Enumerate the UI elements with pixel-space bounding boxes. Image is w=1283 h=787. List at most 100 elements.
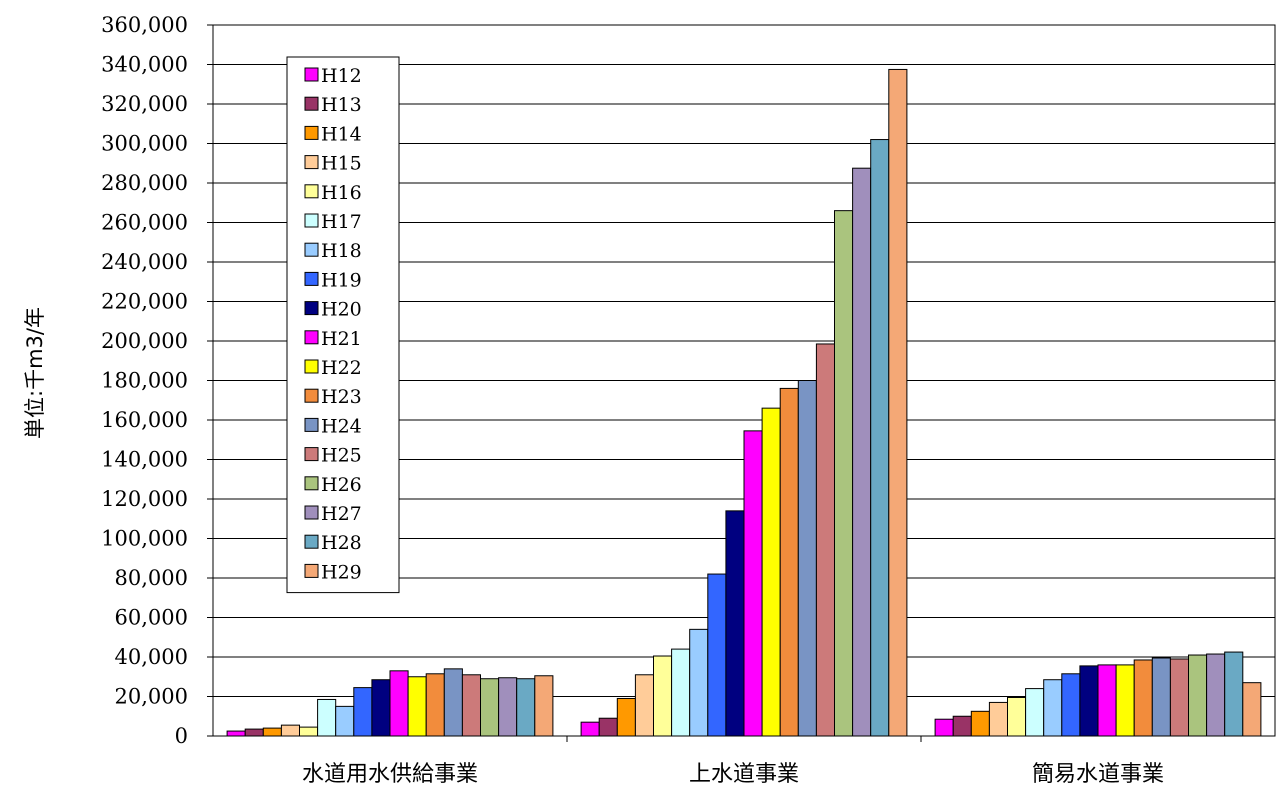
y-tick-label: 300,000 (101, 132, 188, 156)
legend-label: H27 (321, 503, 362, 525)
bar-H25 (461, 674, 481, 737)
bar-H28 (516, 678, 536, 737)
legend-label: H29 (321, 561, 362, 583)
bar-H22 (761, 407, 781, 737)
bar-H24 (797, 380, 817, 737)
legend-label: H25 (321, 445, 362, 467)
legend-swatch (304, 67, 319, 82)
legend-swatch (304, 359, 319, 374)
bar-H16 (653, 655, 673, 737)
y-tick-label: 240,000 (101, 250, 188, 274)
legend-swatch (304, 301, 319, 316)
y-tick-label: 20,000 (115, 685, 188, 709)
bar-H28 (870, 139, 890, 737)
y-tick-label: 40,000 (115, 645, 188, 669)
legend-label: H15 (321, 153, 362, 175)
bar-H17 (671, 648, 691, 737)
bar-H27 (498, 677, 518, 737)
bar-H27 (852, 167, 872, 737)
x-category-label: 簡易水道事業 (1032, 762, 1164, 787)
legend: H12 H13 H14 H15 H16 H17 H18 H19 H20 H21 H22 H23 H24 H… (286, 56, 400, 594)
x-category-label: 上水道事業 (689, 762, 799, 787)
legend-swatch (304, 155, 319, 170)
bar-H16 (1007, 696, 1027, 737)
legend-label: H17 (321, 211, 362, 233)
y-tick-label: 260,000 (101, 211, 188, 235)
legend-swatch (304, 213, 319, 228)
y-tick-label: 340,000 (101, 53, 188, 77)
y-tick-label: 60,000 (115, 606, 188, 630)
y-tick-label: 160,000 (101, 408, 188, 432)
legend-swatch (304, 505, 319, 520)
bar-H21 (389, 670, 409, 737)
legend-swatch (304, 330, 319, 345)
bar-H20 (725, 510, 745, 737)
bar-H26 (834, 210, 854, 737)
y-tick-label: 80,000 (115, 566, 188, 590)
legend-swatch (304, 242, 319, 257)
bar-H19 (707, 573, 727, 737)
y-tick-label: 280,000 (101, 171, 188, 195)
bar-H24 (443, 668, 463, 737)
bar-H23 (1133, 659, 1153, 737)
legend-swatch (304, 125, 319, 140)
bar-H29 (534, 675, 554, 737)
bar-H12 (580, 721, 600, 737)
bar-H24 (1151, 657, 1171, 737)
bar-H18 (335, 705, 355, 737)
bar-H29 (888, 68, 908, 737)
bar-H15 (988, 701, 1009, 737)
legend-label: H23 (321, 386, 362, 408)
legend-swatch (304, 96, 319, 111)
bar-H13 (244, 728, 264, 737)
legend-label: H22 (321, 357, 362, 379)
legend-box (286, 56, 400, 594)
bar-H20 (371, 679, 391, 737)
legend-label: H24 (321, 415, 362, 437)
legend-label: H19 (321, 269, 362, 291)
bar-H27 (1206, 653, 1226, 737)
bar-H14 (262, 727, 282, 737)
legend-label: H21 (321, 328, 362, 350)
bar-H13 (952, 715, 972, 737)
bar-H16 (299, 726, 319, 737)
bar-H15 (280, 724, 300, 737)
bar-H21 (1097, 664, 1117, 737)
bars (226, 68, 1262, 737)
y-axis-label: 単位:千m3/年 (23, 307, 47, 439)
bar-H19 (1061, 673, 1081, 737)
bar-H21 (743, 430, 763, 737)
x-category-label: 水道用水供給事業 (302, 762, 478, 787)
legend-swatch (304, 563, 319, 578)
legend-label: H26 (321, 474, 362, 496)
bar-H25 (1169, 658, 1190, 737)
bar-H26 (480, 678, 500, 737)
legend-swatch (304, 534, 319, 549)
y-tick-label: 140,000 (101, 448, 188, 472)
legend-label: H13 (321, 94, 362, 116)
bar-H20 (1079, 665, 1099, 737)
bar-H19 (353, 687, 373, 737)
legend-label: H18 (321, 240, 362, 262)
legend-swatch (304, 184, 319, 199)
bar-H29 (1242, 682, 1262, 737)
bar-H12 (226, 730, 246, 737)
bar-H14 (970, 710, 990, 737)
bar-H12 (934, 718, 954, 737)
legend-swatch (304, 271, 319, 286)
bar-H18 (689, 628, 709, 737)
legend-label: H28 (321, 532, 362, 554)
y-axis-ticks: 0 20,000 40,000 60,000 80,000 100,000 120,000 1… (101, 13, 213, 748)
bar-H18 (1043, 679, 1063, 737)
y-tick-label: 180,000 (101, 369, 188, 393)
y-tick-label: 360,000 (101, 13, 188, 37)
legend-swatch (304, 417, 319, 432)
y-tick-label: 0 (175, 724, 188, 748)
bar-H17 (317, 698, 337, 737)
bar-H23 (779, 387, 799, 737)
y-tick-label: 100,000 (101, 527, 188, 551)
bar-H22 (1115, 664, 1135, 737)
legend-swatch (304, 476, 319, 491)
y-tick-label: 200,000 (101, 329, 188, 353)
